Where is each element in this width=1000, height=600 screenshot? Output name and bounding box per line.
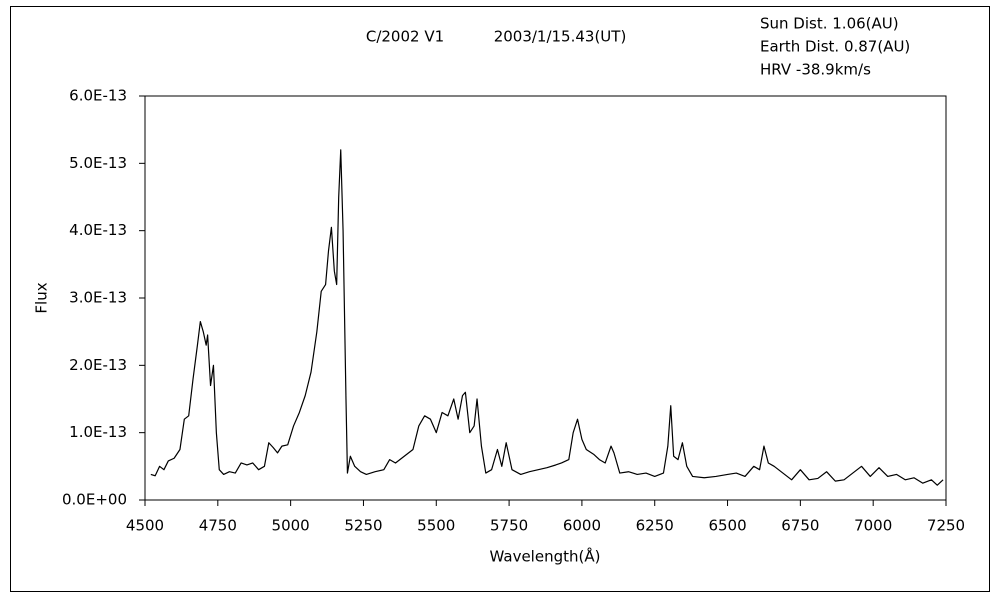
y-tick-label: 1.0E-13 (69, 423, 127, 441)
x-tick-label: 5500 (417, 517, 455, 535)
x-tick-label: 6250 (636, 517, 674, 535)
y-tick-label: 3.0E-13 (69, 289, 127, 307)
y-axis-label: Flux (33, 282, 51, 313)
x-tick-label: 7000 (854, 517, 892, 535)
x-tick-label: 5750 (490, 517, 528, 535)
y-tick-label: 4.0E-13 (69, 221, 127, 239)
x-tick-label: 5250 (344, 517, 382, 535)
x-axis-label: Wavelength(Å) (490, 547, 601, 566)
annotation: HRV -38.9km/s (760, 61, 871, 79)
x-tick-label: 6750 (781, 517, 819, 535)
x-tick-label: 4500 (126, 517, 164, 535)
y-tick-label: 5.0E-13 (69, 154, 127, 172)
y-tick-label: 0.0E+00 (62, 491, 127, 509)
chart-subtitle: 2003/1/15.43(UT) (494, 28, 627, 46)
annotation: Earth Dist. 0.87(AU) (760, 38, 910, 56)
y-tick-label: 6.0E-13 (69, 87, 127, 105)
spectrum-line (150, 149, 944, 486)
y-tick-label: 2.0E-13 (69, 356, 127, 374)
chart-title: C/2002 V1 (366, 28, 444, 46)
x-tick-label: 4750 (199, 517, 237, 535)
annotation: Sun Dist. 1.06(AU) (760, 15, 899, 33)
x-tick-label: 6500 (708, 517, 746, 535)
x-tick-label: 5000 (272, 517, 310, 535)
chart-frame (10, 6, 990, 592)
x-tick-label: 7250 (927, 517, 965, 535)
x-tick-label: 6000 (563, 517, 601, 535)
